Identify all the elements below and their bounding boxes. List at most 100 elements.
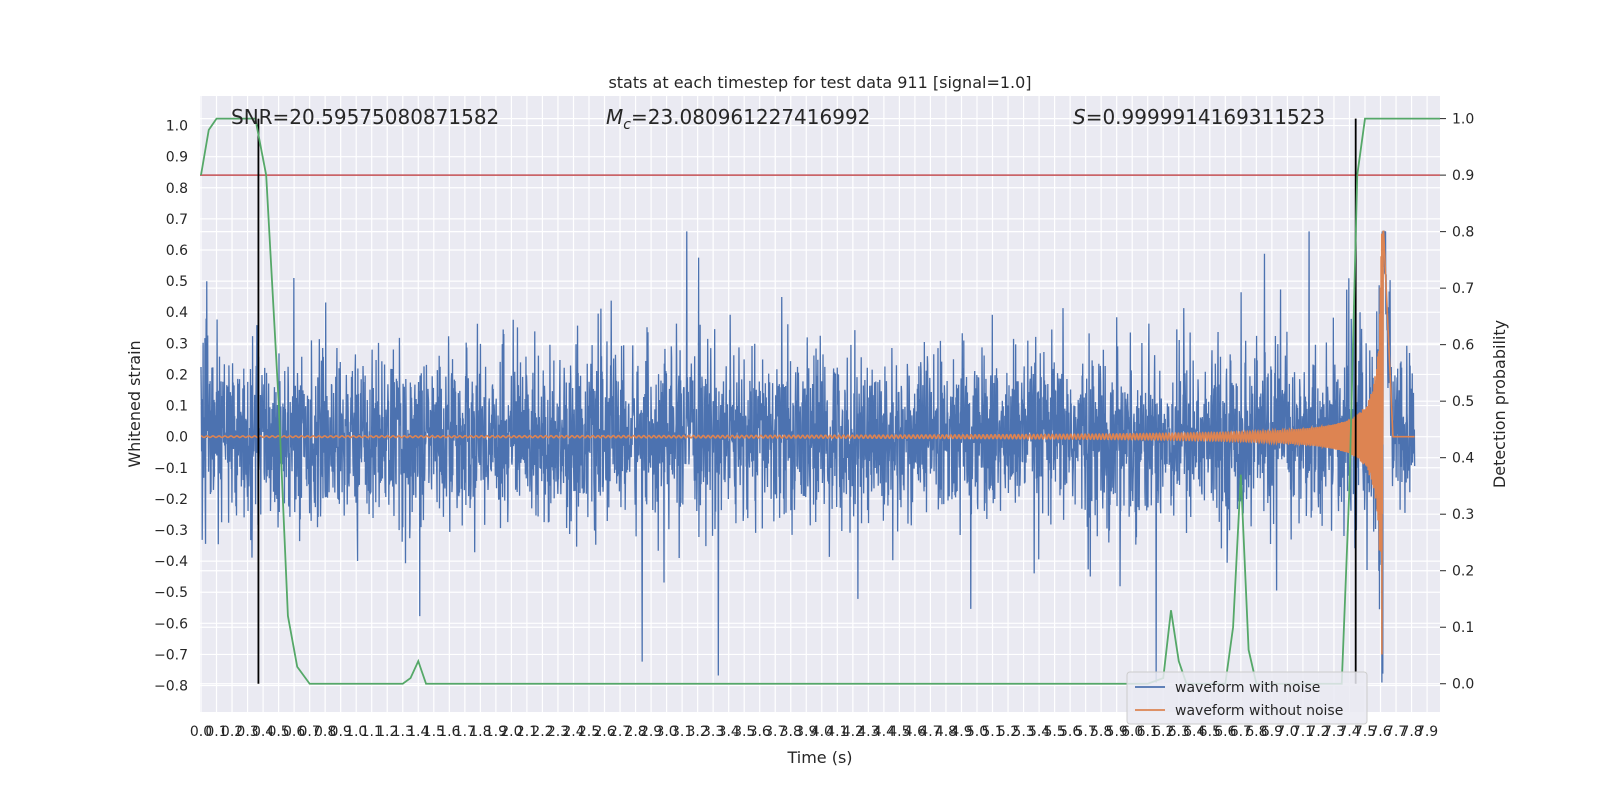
x-tick-label: 6.6	[1214, 724, 1236, 740]
y2-tick-label: 0.8	[1452, 225, 1474, 241]
x-tick-label: 0.9	[330, 724, 352, 740]
y-tick-label: −0.7	[154, 647, 188, 663]
annotation-s: S=0.9999914169311523	[1073, 105, 1325, 129]
x-tick-label: 5.3	[1012, 724, 1034, 740]
y-tick-label: −0.8	[154, 679, 188, 695]
x-tick-label: 2.1	[516, 724, 538, 740]
x-tick-label: 4.2	[842, 724, 864, 740]
y-tick-label: 0.6	[166, 243, 188, 259]
x-tick-label: 3.6	[749, 724, 771, 740]
chart-title: stats at each timestep for test data 911…	[608, 73, 1031, 92]
x-tick-label: 0.4	[252, 724, 274, 740]
x-tick-label: 3.2	[687, 724, 709, 740]
x-tick-label: 0.2	[221, 724, 243, 740]
x-tick-label: 7.1	[1292, 724, 1314, 740]
y-tick-label: −0.2	[154, 492, 188, 508]
legend-label-waveform-without-noise: waveform without noise	[1175, 703, 1343, 719]
x-tick-label: 6.3	[1168, 724, 1190, 740]
y-tick-label: 0.5	[166, 274, 188, 290]
y-axis-label: Whitened strain	[125, 340, 144, 467]
y2-tick-label: 0.0	[1452, 677, 1474, 693]
x-tick-label: 6.9	[1261, 724, 1283, 740]
x-tick-label: 0.0	[190, 724, 212, 740]
x-axis-label: Time (s)	[786, 748, 852, 767]
y2-tick-label: 0.7	[1452, 281, 1474, 297]
x-tick-label: 1.0	[345, 724, 367, 740]
y2-axis-ticks: 0.0 0.1 0.2 0.3 0.4 0.5 0.6 0.7 0.8 0.9 1.0	[1440, 112, 1474, 693]
x-tick-label: 6.8	[1245, 724, 1267, 740]
y2-tick-label: 0.4	[1452, 451, 1474, 467]
legend: waveform with noise waveform without noi…	[1126, 671, 1368, 725]
x-tick-label: 4.3	[857, 724, 879, 740]
x-tick-label: 5.1	[981, 724, 1003, 740]
x-tick-label: 2.6	[593, 724, 615, 740]
y2-tick-label: 0.3	[1452, 507, 1474, 523]
series-waveform-without-noise	[200, 230, 1415, 655]
x-tick-label: 0.7	[299, 724, 321, 740]
x-tick-label: 2.9	[640, 724, 662, 740]
x-tick-label: 3.0	[655, 724, 677, 740]
y2-tick-label: 0.5	[1452, 394, 1474, 410]
x-tick-label: 3.1	[671, 724, 693, 740]
x-tick-label: 1.9	[485, 724, 507, 740]
x-tick-label: 3.5	[733, 724, 755, 740]
x-tick-label: 2.2	[531, 724, 553, 740]
x-tick-label: 3.7	[764, 724, 786, 740]
x-tick-label: 3.8	[780, 724, 802, 740]
y2-tick-label: 0.9	[1452, 168, 1474, 184]
y-tick-label: −0.1	[154, 461, 188, 477]
x-tick-label: 6.7	[1230, 724, 1252, 740]
x-tick-label: 5.9	[1106, 724, 1128, 740]
y-tick-label: 0.1	[166, 399, 188, 415]
x-tick-label: 0.8	[314, 724, 336, 740]
x-tick-label: 3.3	[702, 724, 724, 740]
x-tick-label: 5.7	[1075, 724, 1097, 740]
y-tick-label: 0.2	[166, 367, 188, 383]
x-tick-label: 5.8	[1090, 724, 1112, 740]
y-tick-label: 0.7	[166, 212, 188, 228]
y2-tick-label: 1.0	[1452, 112, 1474, 128]
y2-tick-label: 0.6	[1452, 338, 1474, 354]
x-tick-label: 4.0	[811, 724, 833, 740]
x-tick-label: 1.4	[407, 724, 429, 740]
x-tick-label: 5.4	[1028, 724, 1050, 740]
x-axis-ticks: 0.00.10.20.30.40.50.60.70.80.91.01.11.21…	[190, 724, 1438, 740]
x-tick-label: 7.4	[1338, 724, 1360, 740]
y-tick-label: 1.0	[166, 119, 188, 135]
series-waveform-with-noise	[200, 230, 1416, 683]
x-tick-label: 0.5	[267, 724, 289, 740]
y2-axis-label: Detection probability	[1490, 320, 1509, 488]
x-tick-label: 6.0	[1121, 724, 1143, 740]
x-tick-label: 7.0	[1276, 724, 1298, 740]
x-tick-label: 2.5	[578, 724, 600, 740]
x-tick-label: 4.6	[904, 724, 926, 740]
x-tick-label: 7.6	[1369, 724, 1391, 740]
x-tick-label: 5.5	[1043, 724, 1065, 740]
x-tick-label: 6.1	[1137, 724, 1159, 740]
x-tick-label: 2.8	[624, 724, 646, 740]
y2-tick-label: 0.1	[1452, 620, 1474, 636]
x-tick-label: 1.6	[438, 724, 460, 740]
x-tick-label: 0.1	[205, 724, 227, 740]
x-tick-label: 5.6	[1059, 724, 1081, 740]
y-tick-label: 0.0	[166, 430, 188, 446]
x-tick-label: 4.8	[935, 724, 957, 740]
y-tick-label: −0.4	[154, 554, 188, 570]
x-tick-label: 1.5	[423, 724, 445, 740]
x-tick-label: 7.5	[1354, 724, 1376, 740]
x-tick-label: 7.7	[1385, 724, 1407, 740]
legend-label-waveform-with-noise: waveform with noise	[1175, 680, 1320, 696]
y-tick-label: −0.6	[154, 616, 188, 632]
x-tick-label: 4.7	[919, 724, 941, 740]
annotation-mc: Mc=23.080961227416992	[606, 105, 870, 133]
x-tick-label: 2.7	[609, 724, 631, 740]
x-tick-label: 2.0	[500, 724, 522, 740]
x-tick-label: 1.3	[392, 724, 414, 740]
x-tick-label: 2.3	[547, 724, 569, 740]
x-tick-label: 7.3	[1323, 724, 1345, 740]
x-tick-label: 0.6	[283, 724, 305, 740]
x-tick-label: 5.0	[966, 724, 988, 740]
x-tick-label: 3.4	[718, 724, 740, 740]
legend-box	[1126, 671, 1368, 725]
x-tick-label: 1.8	[469, 724, 491, 740]
